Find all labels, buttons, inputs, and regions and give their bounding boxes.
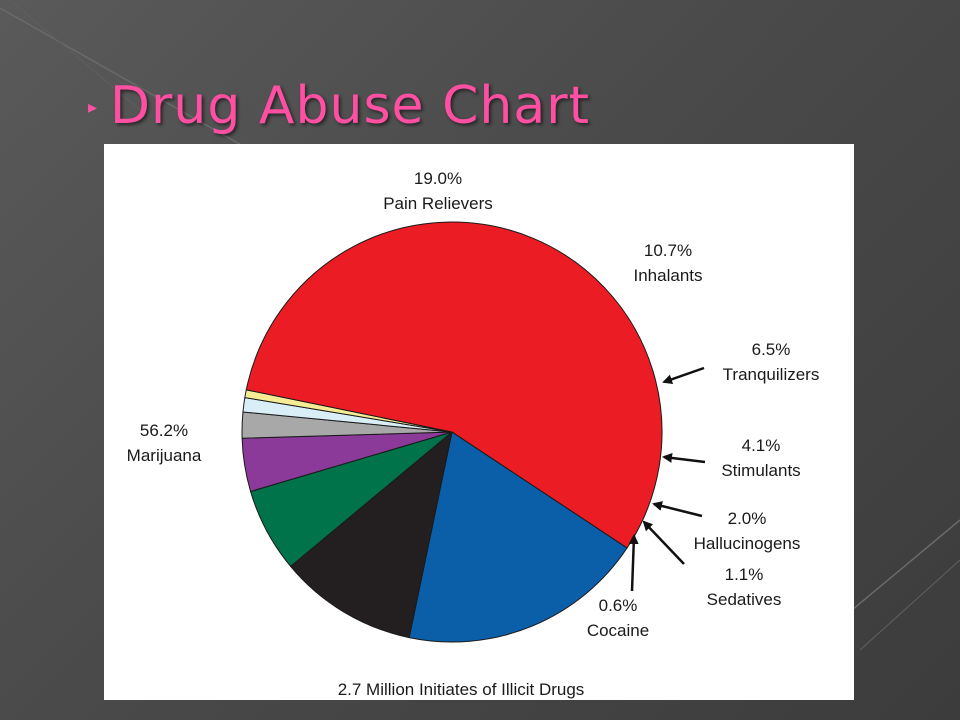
slice-percent-label: 56.2% <box>140 421 188 440</box>
pie-slice-inhalants <box>289 430 453 639</box>
arrow-stimulants <box>662 453 706 464</box>
slice-name-label: Marijuana <box>127 446 202 465</box>
pie-slice-marijuana <box>245 221 663 549</box>
arrow-tranquilizers <box>662 366 705 385</box>
slice-percent-label: 19.0% <box>414 169 462 188</box>
slice-label-stimulants: 4.1% Stimulants <box>721 436 800 480</box>
slice-label-pain-relievers: 19.0% Pain Relievers <box>383 169 493 213</box>
slice-label-inhalants: 10.7% Inhalants <box>634 241 703 285</box>
slice-percent-label: 4.1% <box>742 436 781 455</box>
chart-caption: 2.7 Million Initiates of Illicit Drugs <box>338 680 585 699</box>
pie-chart: 19.0% Pain Relievers 10.7% Inhalants 6.5% Tra… <box>127 169 820 699</box>
arrow-sedatives <box>642 520 685 565</box>
slice-percent-label: 6.5% <box>752 340 791 359</box>
slice-label-hallucinogens: 2.0% Hallucinogens <box>694 509 801 553</box>
chart-panel: 19.0% Pain Relievers 10.7% Inhalants 6.5% Tra… <box>104 144 854 700</box>
arrow-hallucinogens <box>652 501 703 518</box>
slice-percent-label: 10.7% <box>644 241 692 260</box>
slice-label-marijuana: 56.2% Marijuana <box>127 421 202 465</box>
slice-name-label: Stimulants <box>721 461 800 480</box>
slice-name-label: Hallucinogens <box>694 534 801 553</box>
slice-name-label: Pain Relievers <box>383 194 493 213</box>
slice-percent-label: 0.6% <box>599 596 638 615</box>
slice-name-label: Sedatives <box>707 590 782 609</box>
pie-slice-pain-relievers <box>408 431 628 643</box>
title-bullet-icon: ▸ <box>88 97 98 118</box>
slice-name-label: Cocaine <box>587 621 649 640</box>
slice-label-sedatives: 1.1% Sedatives <box>707 565 782 609</box>
slice-name-label: Tranquilizers <box>723 365 820 384</box>
slice-label-cocaine: 0.6% Cocaine <box>587 596 649 640</box>
arrow-cocaine <box>628 534 639 592</box>
slice-percent-label: 1.1% <box>725 565 764 584</box>
slice-label-tranquilizers: 6.5% Tranquilizers <box>723 340 820 384</box>
pie-slices <box>241 221 663 643</box>
slice-labels: 19.0% Pain Relievers 10.7% Inhalants 6.5% Tra… <box>127 169 820 640</box>
label-arrows <box>628 366 706 592</box>
slice-percent-label: 2.0% <box>728 509 767 528</box>
slide-title: Drug Abuse Chart <box>110 76 590 136</box>
slice-name-label: Inhalants <box>634 266 703 285</box>
